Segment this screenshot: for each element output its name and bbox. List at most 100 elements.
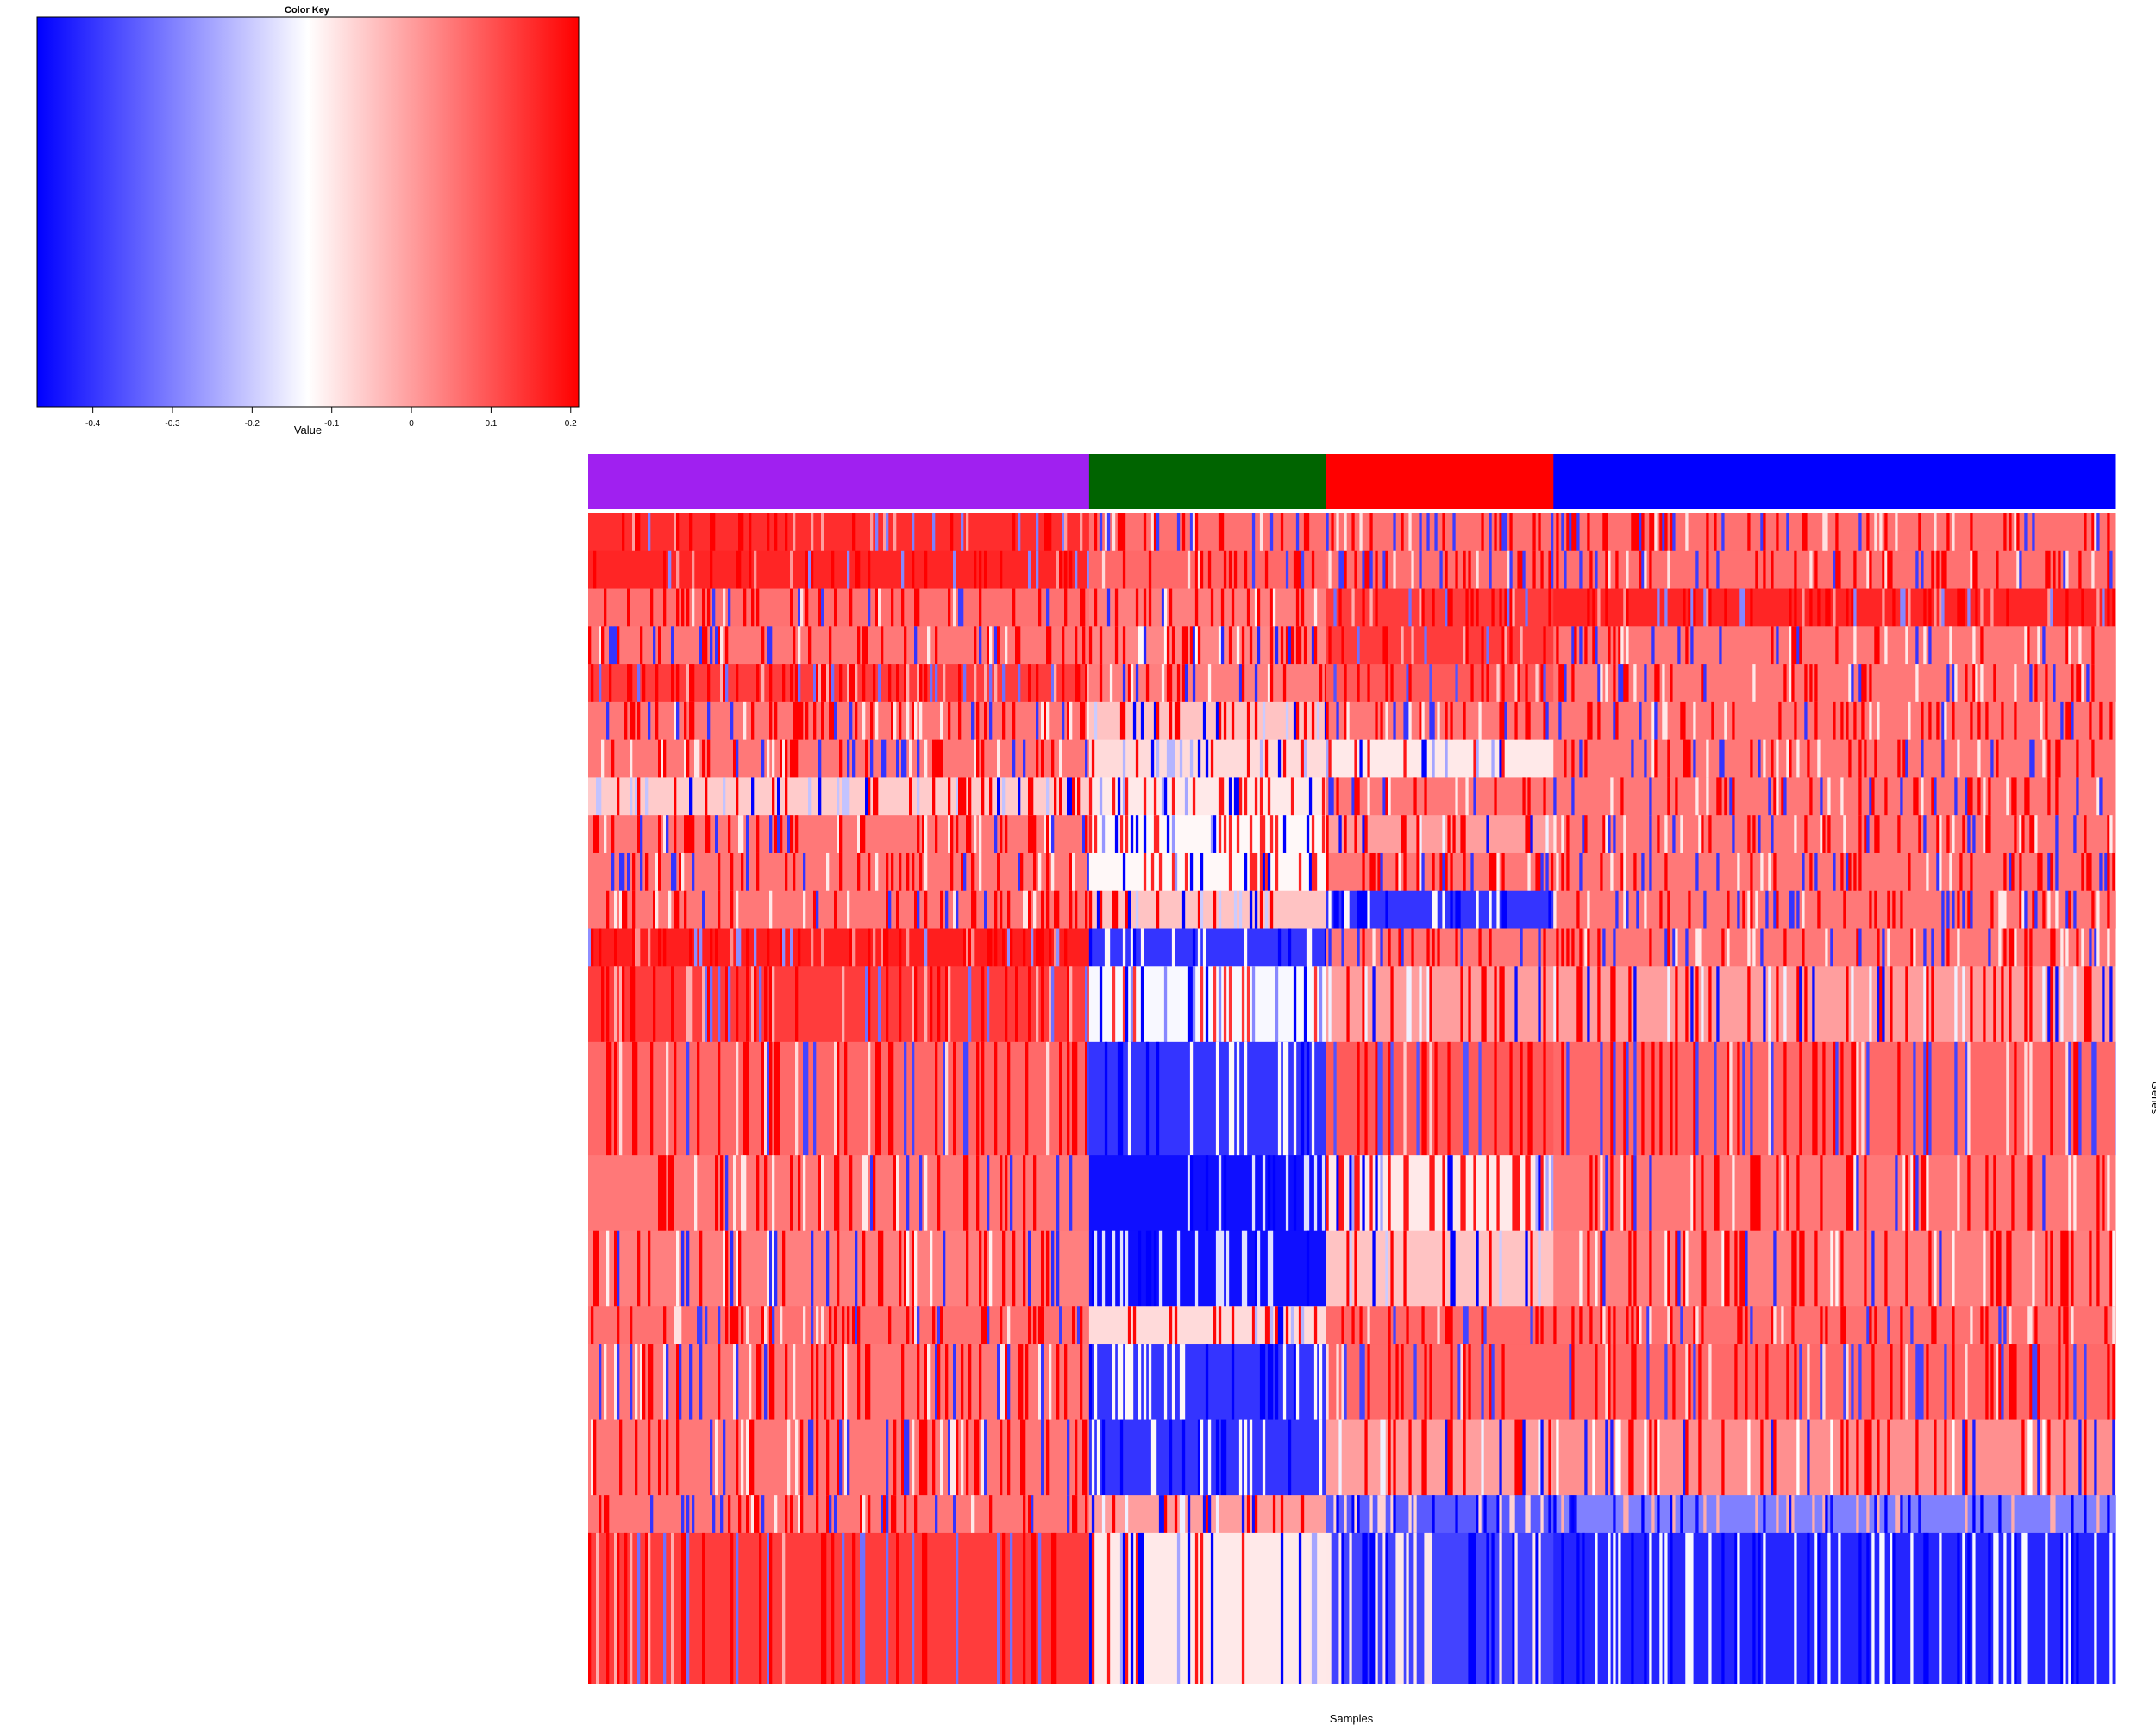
heatmap-cell — [1843, 890, 1846, 930]
heatmap-cell — [1171, 928, 1175, 967]
heatmap-cell — [648, 1344, 651, 1421]
heatmap-cell — [780, 815, 783, 854]
heatmap-cell — [1364, 966, 1368, 1043]
heatmap-cell — [829, 626, 832, 665]
heatmap-cell — [668, 550, 672, 590]
heatmap-cell — [1644, 550, 1647, 590]
heatmap-cell — [987, 1155, 990, 1232]
heatmap-cell — [1207, 550, 1212, 590]
heatmap-cell — [1851, 1155, 1854, 1232]
heatmap-cell — [1879, 966, 1883, 1043]
heatmap-cell — [1758, 815, 1761, 854]
heatmap-cell — [1388, 1041, 1391, 1156]
heatmap-cell — [1778, 701, 1782, 741]
heatmap-cell — [1300, 1495, 1305, 1534]
heatmap-cell — [1264, 1306, 1269, 1345]
heatmap-cell — [1675, 777, 1678, 816]
heatmap-cell — [790, 550, 793, 590]
heatmap-cell — [1957, 928, 1960, 967]
heatmap-cell — [1364, 1419, 1368, 1496]
heatmap-cell — [1205, 1344, 1209, 1421]
heatmap-cell — [966, 928, 969, 967]
heatmap-cell — [1595, 1155, 1598, 1232]
heatmap-cell — [1571, 1344, 1575, 1421]
heatmap-cell — [1293, 550, 1297, 590]
heatmap-cell — [1672, 815, 1676, 854]
heatmap-cell — [1117, 1041, 1121, 1156]
heatmap-cell — [1851, 664, 1854, 703]
heatmap-cell — [671, 626, 674, 665]
heatmap-cell — [1737, 890, 1740, 930]
heatmap-cell — [1874, 513, 1877, 552]
heatmap-cell — [1295, 626, 1300, 665]
heatmap-cell — [896, 1532, 899, 1684]
heatmap-cell — [1853, 588, 1857, 627]
heatmap-cell — [1269, 664, 1274, 703]
heatmap-cell — [956, 1419, 959, 1496]
heatmap-cell — [1628, 1230, 1632, 1307]
heatmap-cell — [588, 550, 1090, 590]
heatmap-cell — [1421, 739, 1425, 778]
heatmap-cell — [1153, 701, 1157, 741]
heatmap-row-block-6 — [588, 701, 2116, 741]
heatmap-cell — [1525, 1155, 1528, 1232]
heatmap-cell — [1156, 890, 1160, 930]
heatmap-cell — [1220, 1230, 1225, 1307]
heatmap-cell — [710, 513, 713, 552]
heatmap-cell — [1884, 1495, 1888, 1534]
heatmap-cell — [1737, 1041, 1740, 1156]
heatmap-cell — [844, 777, 848, 816]
heatmap-cell — [1072, 1495, 1075, 1534]
heatmap-cell — [1033, 1306, 1037, 1345]
heatmap-cell — [868, 1495, 871, 1534]
heatmap-cell — [2089, 928, 2092, 967]
heatmap-cell — [2076, 777, 2079, 816]
heatmap-cell — [1680, 1495, 1683, 1534]
heatmap-cell — [2071, 1230, 2074, 1307]
heatmap-cell — [1041, 928, 1044, 967]
heatmap-cell — [1119, 1344, 1124, 1421]
heatmap-cell — [1290, 777, 1294, 816]
heatmap-cell — [2047, 739, 2051, 778]
heatmap-cell — [1525, 588, 1528, 627]
heatmap-cell — [1300, 550, 1305, 590]
heatmap-cell — [1931, 966, 1934, 1043]
heatmap-cell — [1367, 739, 1370, 778]
heatmap-cell — [715, 1155, 718, 1232]
heatmap-cell — [1750, 1306, 1753, 1345]
heatmap-cell — [1791, 1495, 1795, 1534]
heatmap-cell — [1569, 1344, 1572, 1421]
heatmap-cell — [1390, 1495, 1394, 1534]
heatmap-cell — [1737, 1532, 1740, 1684]
heatmap-cell — [1181, 626, 1186, 665]
heatmap-cell — [1620, 852, 1624, 892]
heatmap-cell — [1649, 815, 1652, 854]
heatmap-cell — [1038, 1344, 1042, 1421]
heatmap-cell — [1380, 701, 1383, 741]
heatmap-cell — [1163, 1495, 1168, 1534]
heatmap-cell — [1000, 1419, 1003, 1496]
heatmap-cell — [1127, 1306, 1131, 1345]
heatmap-cell — [2024, 1532, 2028, 1684]
heatmap-cell — [624, 1532, 628, 1684]
heatmap-cell — [596, 1532, 599, 1684]
heatmap-cell — [1998, 1230, 2002, 1307]
heatmap-cell — [1122, 664, 1126, 703]
heatmap-cell — [1551, 550, 1554, 590]
heatmap-cell — [984, 1230, 987, 1307]
heatmap-cell — [1269, 626, 1274, 665]
heatmap-cell — [702, 890, 705, 930]
heatmap-cell — [842, 1306, 845, 1345]
heatmap-cell — [1447, 588, 1451, 627]
heatmap-cell — [2047, 1419, 2051, 1496]
heatmap-cell — [1369, 1155, 1373, 1232]
heatmap-cell — [1020, 852, 1024, 892]
heatmap-cell — [2065, 588, 2069, 627]
heatmap-cell — [1416, 1041, 1420, 1156]
heatmap-cell — [2107, 1344, 2110, 1421]
heatmap-cell — [632, 852, 636, 892]
heatmap-cell — [635, 1344, 638, 1421]
heatmap-cell — [795, 1041, 799, 1156]
heatmap-cell — [811, 1230, 814, 1307]
heatmap-cell — [1758, 1155, 1761, 1232]
